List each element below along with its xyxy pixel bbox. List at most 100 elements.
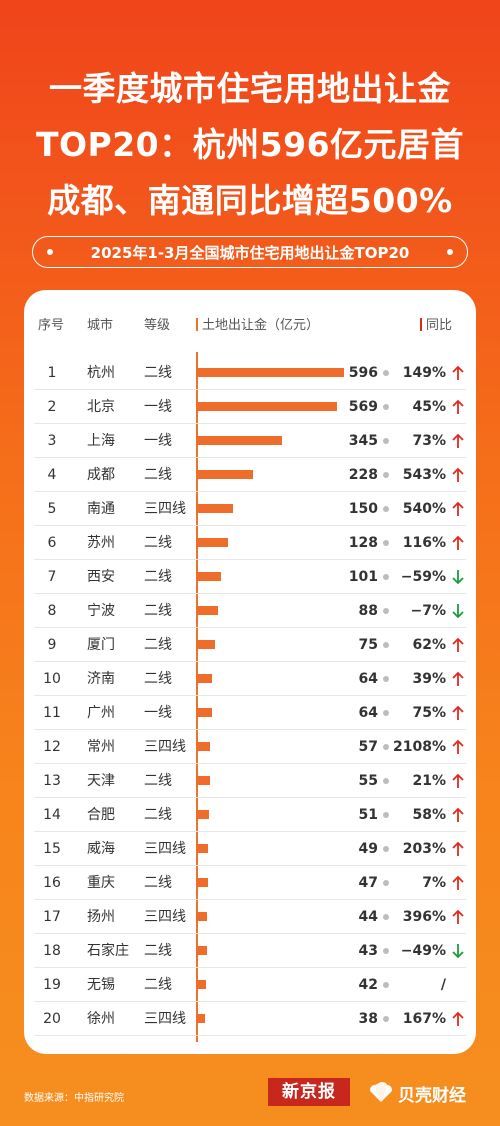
rank-cell: 2 bbox=[47, 399, 57, 415]
arrow-up-icon bbox=[452, 365, 464, 380]
bullet-dot-icon bbox=[47, 249, 53, 255]
yoy-value: 116% bbox=[402, 535, 446, 551]
yoy-value: 203% bbox=[402, 841, 446, 857]
yoy-value: 62% bbox=[412, 637, 446, 653]
row-divider bbox=[34, 661, 466, 662]
city-cell: 扬州 bbox=[87, 909, 115, 925]
row-divider bbox=[34, 831, 466, 832]
arrow-up-icon bbox=[452, 1011, 464, 1026]
rank-cell: 10 bbox=[43, 671, 61, 687]
table-row: 13 天津 二线 55 21% bbox=[24, 764, 476, 798]
row-divider bbox=[34, 967, 466, 968]
separator-dot-icon bbox=[383, 846, 389, 852]
beike-caijing-label: 贝壳财经 bbox=[398, 1085, 466, 1106]
bar-axis-line bbox=[196, 352, 198, 1042]
yoy-value: 149% bbox=[402, 365, 446, 381]
arrow-up-icon bbox=[452, 535, 464, 550]
revenue-bar bbox=[196, 912, 207, 921]
revenue-bar bbox=[196, 742, 210, 751]
yoy-value: −59% bbox=[400, 569, 446, 585]
tier-cell: 三四线 bbox=[144, 501, 186, 517]
table-row: 15 威海 三四线 49 203% bbox=[24, 832, 476, 866]
tier-cell: 二线 bbox=[144, 365, 172, 381]
separator-dot-icon bbox=[383, 472, 389, 478]
separator-dot-icon bbox=[383, 608, 389, 614]
revenue-bar bbox=[196, 572, 221, 581]
rank-cell: 8 bbox=[47, 603, 57, 619]
arrow-up-icon bbox=[452, 501, 464, 516]
yoy-value: 39% bbox=[412, 671, 446, 687]
revenue-value: 55 bbox=[358, 773, 378, 789]
table-row: 10 济南 二线 64 39% bbox=[24, 662, 476, 696]
separator-dot-icon bbox=[383, 948, 389, 954]
yoy-value: 540% bbox=[402, 501, 446, 517]
rank-cell: 1 bbox=[47, 365, 57, 381]
arrow-up-icon bbox=[452, 807, 464, 822]
row-divider bbox=[34, 423, 466, 424]
arrow-up-icon bbox=[452, 399, 464, 414]
tier-cell: 一线 bbox=[144, 399, 172, 415]
separator-dot-icon bbox=[383, 812, 389, 818]
revenue-value: 569 bbox=[348, 399, 378, 415]
subtitle-pill: 2025年1-3月全国城市住宅用地出让金TOP20 bbox=[32, 236, 468, 268]
separator-dot-icon bbox=[383, 540, 389, 546]
revenue-value: 57 bbox=[358, 739, 378, 755]
separator-dot-icon bbox=[383, 1016, 389, 1022]
city-cell: 合肥 bbox=[87, 807, 115, 823]
yoy-value: 543% bbox=[402, 467, 446, 483]
revenue-bar bbox=[196, 470, 253, 479]
revenue-bar bbox=[196, 878, 208, 887]
table-row: 3 上海 一线 345 73% bbox=[24, 424, 476, 458]
column-header-revenue: 土地出让金（亿元） bbox=[196, 314, 319, 333]
row-divider bbox=[34, 865, 466, 866]
city-cell: 上海 bbox=[87, 433, 115, 449]
separator-dot-icon bbox=[383, 642, 389, 648]
rank-cell: 18 bbox=[43, 943, 61, 959]
row-divider bbox=[34, 797, 466, 798]
tier-cell: 二线 bbox=[144, 671, 172, 687]
tier-cell: 三四线 bbox=[144, 739, 186, 755]
city-cell: 南通 bbox=[87, 501, 115, 517]
city-cell: 天津 bbox=[87, 773, 115, 789]
rank-cell: 11 bbox=[43, 705, 61, 721]
xinjingbao-logo: 新京报 bbox=[268, 1078, 350, 1106]
separator-dot-icon bbox=[383, 438, 389, 444]
arrow-up-icon bbox=[452, 637, 464, 652]
row-divider bbox=[34, 1001, 466, 1002]
revenue-bar bbox=[196, 844, 208, 853]
revenue-value: 43 bbox=[358, 943, 378, 959]
headline-line-1: 一季度城市住宅用地出让金 bbox=[49, 69, 451, 108]
city-cell: 宁波 bbox=[87, 603, 115, 619]
city-cell: 无锡 bbox=[87, 977, 115, 993]
rank-cell: 12 bbox=[43, 739, 61, 755]
tier-cell: 三四线 bbox=[144, 841, 186, 857]
table-row: 5 南通 三四线 150 540% bbox=[24, 492, 476, 526]
table-row: 7 西安 二线 101 −59% bbox=[24, 560, 476, 594]
tier-cell: 二线 bbox=[144, 943, 172, 959]
separator-dot-icon bbox=[383, 574, 389, 580]
yoy-value: 2108% bbox=[393, 739, 446, 755]
tier-cell: 二线 bbox=[144, 467, 172, 483]
table-row: 4 成都 二线 228 543% bbox=[24, 458, 476, 492]
revenue-value: 228 bbox=[348, 467, 378, 483]
arrow-down-icon bbox=[452, 570, 464, 585]
data-source: 数据来源：中指研究院 bbox=[24, 1093, 124, 1104]
rank-cell: 20 bbox=[43, 1011, 61, 1027]
arrow-up-icon bbox=[452, 467, 464, 482]
tier-cell: 二线 bbox=[144, 875, 172, 891]
rank-cell: 15 bbox=[43, 841, 61, 857]
rank-cell: 6 bbox=[47, 535, 57, 551]
yoy-value: 21% bbox=[412, 773, 446, 789]
arrow-down-icon bbox=[452, 944, 464, 959]
table-row: 11 广州 一线 64 75% bbox=[24, 696, 476, 730]
table-row: 1 杭州 二线 596 149% bbox=[24, 356, 476, 390]
tier-cell: 二线 bbox=[144, 569, 172, 585]
city-cell: 广州 bbox=[87, 705, 115, 721]
city-cell: 常州 bbox=[87, 739, 115, 755]
tier-cell: 三四线 bbox=[144, 909, 186, 925]
city-cell: 济南 bbox=[87, 671, 115, 687]
yoy-value: 396% bbox=[402, 909, 446, 925]
yoy-value: −7% bbox=[410, 603, 447, 619]
arrow-up-icon bbox=[452, 739, 464, 754]
revenue-bar bbox=[196, 606, 218, 615]
